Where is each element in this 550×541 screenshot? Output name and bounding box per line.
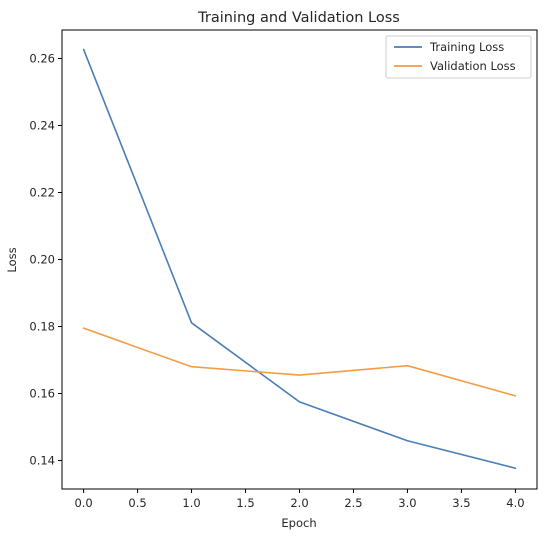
legend-label-validation-loss: Validation Loss <box>430 59 516 73</box>
x-tick-label: 2.0 <box>290 496 308 510</box>
x-tick-label: 1.0 <box>182 496 200 510</box>
legend: Training Loss Validation Loss <box>385 35 532 79</box>
y-tick-label: 0.24 <box>29 118 55 132</box>
chart-title: Training and Validation Loss <box>197 10 400 26</box>
x-tick-label: 2.5 <box>344 496 362 510</box>
y-tick-label: 0.18 <box>29 320 55 334</box>
legend-frame <box>385 35 532 79</box>
axes-frame <box>61 29 538 490</box>
y-tick-label: 0.16 <box>29 387 55 401</box>
x-axis-label: Epoch <box>281 516 316 530</box>
series-line-validation-loss <box>82 327 517 397</box>
y-tick-label: 0.20 <box>29 253 55 267</box>
series-layer <box>82 48 517 470</box>
x-tick-label: 4.0 <box>506 496 524 510</box>
x-tick-label: 0.5 <box>128 496 146 510</box>
plot-area: 0.0 0.5 1.0 1.5 2.0 2.5 3.0 3.5 4.0 0.14 0.16 0.18… <box>29 29 538 510</box>
y-axis-ticks: 0.14 0.16 0.18 0.20 0.22 0.24 0.26 <box>29 51 62 468</box>
x-tick-label: 3.5 <box>452 496 470 510</box>
y-tick-label: 0.26 <box>29 51 55 65</box>
x-tick-label: 3.0 <box>398 496 416 510</box>
series-line-training-loss <box>82 48 517 470</box>
x-axis-ticks: 0.0 0.5 1.0 1.5 2.0 2.5 3.0 3.5 4.0 <box>74 489 525 510</box>
x-tick-label: 0.0 <box>74 496 92 510</box>
y-tick-label: 0.22 <box>29 185 55 199</box>
y-tick-label: 0.14 <box>29 454 55 468</box>
y-axis-label: Loss <box>5 247 19 272</box>
legend-label-training-loss: Training Loss <box>429 40 504 54</box>
x-tick-label: 1.5 <box>236 496 254 510</box>
